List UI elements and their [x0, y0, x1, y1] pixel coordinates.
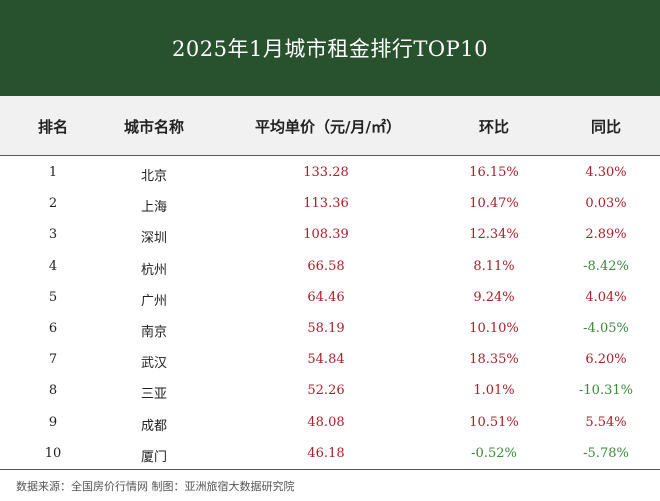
cell-price: 66.58	[307, 258, 345, 274]
cell-yoy: 4.30%	[585, 165, 627, 180]
table-row: 3 深圳 108.39 12.34% 2.89%	[0, 220, 660, 252]
cell-price: 108.39	[303, 227, 349, 243]
cell-rank: 6	[48, 321, 58, 336]
table-row: 6 南京 58.19 10.10% -4.05%	[0, 314, 660, 346]
cell-rank: 4	[48, 258, 58, 274]
table-row: 10 厦门 46.18 -0.52% -5.78%	[0, 439, 660, 471]
cell-city: 上海	[140, 200, 168, 216]
cell-mom: 16.15%	[469, 165, 519, 180]
cell-price: 46.18	[307, 445, 345, 461]
cell-mom: 9.24%	[473, 289, 515, 305]
table-row: 8 三亚 52.26 1.01% -10.31%	[0, 376, 660, 408]
cell-price: 54.84	[307, 352, 345, 368]
cell-mom: 1.01%	[473, 383, 515, 399]
table-bottom-border	[0, 469, 660, 470]
cell-rank: 2	[48, 196, 58, 212]
cell-rank: 8	[48, 383, 58, 399]
cell-yoy: -8.42%	[583, 258, 629, 274]
table-row: 2 上海 113.36 10.47% 0.03%	[0, 189, 660, 221]
header-mom: 环比	[478, 118, 510, 136]
table-row: 4 杭州 66.58 8.11% -8.42%	[0, 252, 660, 284]
cell-rank: 3	[48, 227, 58, 243]
table-row: 9 成都 48.08 10.51% 5.54%	[0, 408, 660, 440]
title-bar: 2025年1月城市租金排行TOP10	[0, 0, 660, 96]
cell-yoy: 2.89%	[585, 227, 627, 243]
cell-city: 厦门	[140, 449, 168, 465]
cell-city: 广州	[140, 293, 168, 309]
footer-source: 数据来源：全国房价行情网 制图：亚洲旅宿大数据研究院	[16, 480, 295, 493]
cell-price: 52.26	[307, 383, 345, 399]
cell-rank: 10	[44, 445, 62, 461]
cell-mom: 10.51%	[469, 414, 519, 430]
cell-rank: 9	[48, 414, 58, 430]
cell-price: 58.19	[307, 321, 345, 336]
table-row: 5 广州 64.46 9.24% 4.04%	[0, 283, 660, 315]
cell-yoy: 5.54%	[585, 414, 627, 430]
cell-yoy: -5.78%	[583, 445, 629, 461]
header-city: 城市名称	[123, 118, 185, 136]
cell-price: 133.28	[303, 165, 349, 180]
cell-mom: 10.47%	[469, 196, 519, 212]
header-yoy: 同比	[590, 118, 622, 136]
cell-rank: 7	[48, 352, 58, 368]
cell-yoy: 0.03%	[585, 196, 627, 212]
cell-city: 武汉	[140, 356, 168, 372]
cell-mom: 8.11%	[473, 258, 515, 274]
cell-mom: -0.52%	[471, 445, 517, 461]
cell-rank: 5	[48, 289, 58, 305]
cell-rank: 1	[48, 165, 58, 180]
cell-yoy: 6.20%	[585, 352, 627, 368]
cell-city: 深圳	[140, 231, 168, 247]
cell-yoy: -4.05%	[583, 321, 629, 336]
cell-city: 成都	[140, 418, 168, 434]
cell-city: 杭州	[140, 262, 168, 278]
cell-price: 113.36	[303, 196, 349, 212]
cell-mom: 12.34%	[469, 227, 519, 243]
table-row: 7 武汉 54.84 18.35% 6.20%	[0, 345, 660, 377]
cell-city: 北京	[140, 169, 168, 184]
cell-city: 南京	[140, 325, 168, 340]
page-title: 2025年1月城市租金排行TOP10	[172, 37, 488, 61]
cell-mom: 10.10%	[469, 321, 519, 336]
cell-city: 三亚	[140, 387, 168, 403]
header-price: 平均单价（元/月/㎡）	[255, 118, 401, 136]
cell-price: 48.08	[307, 414, 345, 430]
table-header: 排名 城市名称 平均单价（元/月/㎡） 环比 同比	[0, 96, 660, 156]
cell-price: 64.46	[307, 289, 345, 305]
cell-yoy: -10.31%	[579, 383, 633, 399]
header-rank: 排名	[37, 118, 69, 136]
cell-mom: 18.35%	[469, 352, 519, 368]
cell-yoy: 4.04%	[585, 289, 627, 305]
table-row: 1 北京 133.28 16.15% 4.30%	[0, 158, 660, 190]
